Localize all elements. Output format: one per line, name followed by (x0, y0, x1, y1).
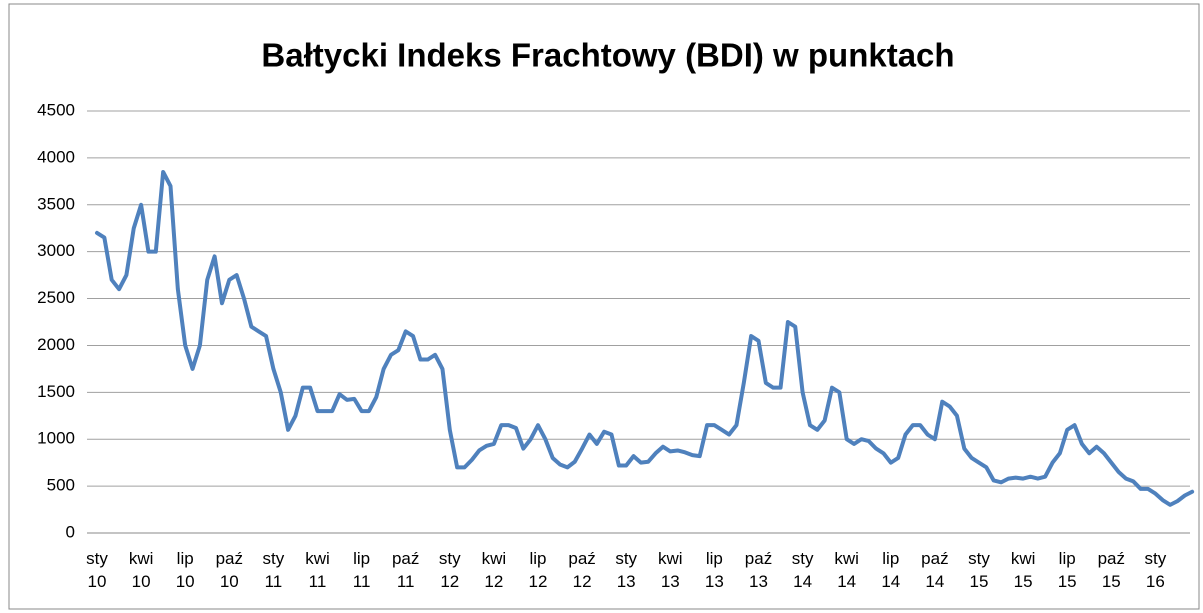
x-tick-label: kwi 15 (1010, 549, 1036, 591)
y-tick-label: 1500 (37, 382, 75, 401)
x-tick-label: sty 10 (86, 549, 108, 591)
x-tick-label: paź 15 (1097, 549, 1125, 591)
x-tick-label: lip 13 (704, 549, 724, 591)
x-tick-label: lip 15 (1057, 549, 1077, 591)
x-tick-label: kwi 11 (305, 549, 330, 591)
x-tick-label: sty 13 (615, 549, 638, 591)
chart-frame (8, 3, 1200, 610)
x-tick-label: paź 10 (215, 549, 243, 591)
y-tick-label: 0 (66, 522, 75, 541)
x-tick-label: sty 16 (1144, 549, 1167, 591)
x-tick-label: lip 12 (528, 549, 548, 591)
x-tick-label: kwi 13 (658, 549, 683, 591)
x-tick-label: kwi 12 (481, 549, 507, 591)
x-tick-label: paź 12 (568, 549, 596, 591)
x-tick-label: sty 15 (968, 549, 990, 591)
x-tick-label: sty 11 (262, 549, 285, 591)
x-tick-label: lip 11 (352, 549, 371, 591)
y-tick-label: 3500 (37, 194, 75, 213)
x-tick-label: paź 13 (744, 549, 773, 591)
x-tick-label: kwi 14 (834, 549, 859, 591)
x-tick-label: sty 14 (791, 549, 814, 591)
chart-title: Bałtycki Indeks Frachtowy (BDI) w punkta… (261, 37, 954, 74)
y-tick-label: 4500 (37, 100, 75, 119)
x-tick-label: sty 12 (438, 549, 461, 591)
y-tick-label: 4000 (37, 147, 75, 166)
x-tick-label: paź 14 (921, 549, 949, 591)
x-tick-label: paź 11 (391, 549, 420, 591)
y-tick-label: 500 (47, 476, 75, 495)
x-tick-label: lip 10 (175, 549, 195, 591)
y-tick-label: 1000 (37, 429, 75, 448)
y-tick-label: 2500 (37, 288, 75, 307)
x-tick-label: kwi 10 (128, 549, 154, 591)
y-tick-label: 3000 (37, 241, 75, 260)
series-line (95, 169, 1195, 507)
y-tick-label: 2000 (37, 335, 75, 354)
x-tick-label: lip 14 (881, 549, 901, 591)
